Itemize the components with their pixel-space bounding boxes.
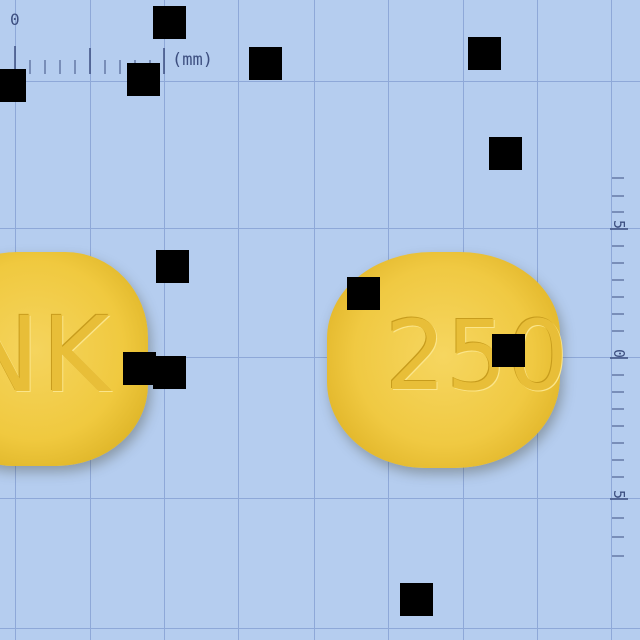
occlusion-square — [123, 352, 156, 385]
occlusion-square — [249, 47, 282, 80]
grid-line — [238, 0, 239, 640]
ruler-right-label: 5 — [610, 220, 628, 230]
grid-line — [314, 0, 315, 640]
occlusion-square — [127, 63, 160, 96]
grid-line — [611, 0, 612, 640]
occlusion-square — [400, 583, 433, 616]
top-ruler — [14, 46, 165, 74]
tablet-right: 250 — [327, 252, 568, 468]
grid-line — [0, 498, 640, 499]
occlusion-square — [156, 250, 189, 283]
right-ruler — [610, 177, 628, 557]
occlusion-square — [153, 356, 186, 389]
occlusion-square — [0, 69, 26, 102]
grid-line — [0, 357, 640, 358]
grid-line — [0, 81, 640, 82]
ruler-right-label: 5 — [610, 490, 628, 500]
grid-line — [164, 0, 165, 640]
tablet-imprint: 250 — [385, 300, 569, 412]
tablet-imprint: NK — [0, 294, 112, 416]
grid-line — [0, 228, 640, 229]
grid-line — [0, 628, 640, 629]
occlusion-square — [492, 334, 525, 367]
occlusion-square — [468, 37, 501, 70]
ruler-unit-label: (mm) — [172, 50, 213, 70]
ruler-zero-label: 0 — [10, 10, 20, 29]
occlusion-square — [489, 137, 522, 170]
occlusion-square — [153, 6, 186, 39]
ruler-right-label: 0 — [610, 349, 628, 359]
occlusion-square — [347, 277, 380, 310]
